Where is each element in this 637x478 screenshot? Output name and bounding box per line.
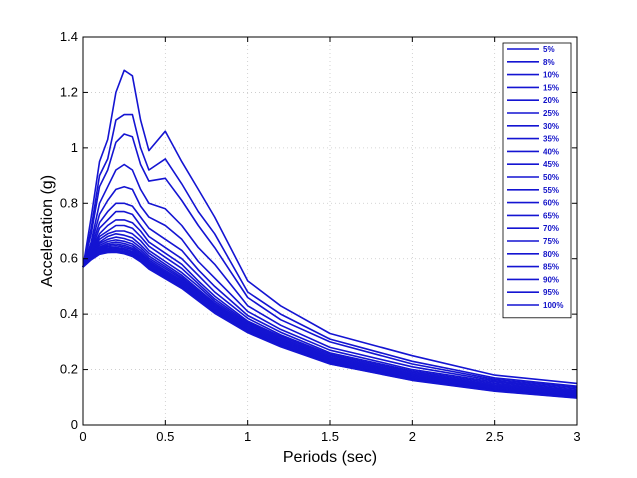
series-line-9: [82, 230, 578, 395]
legend-entry: 80%: [543, 250, 559, 259]
y-tick-label: 1.4: [60, 29, 78, 44]
x-tick-label: 0: [79, 429, 86, 444]
y-tick-label: 0: [71, 417, 78, 432]
legend-entry: 40%: [543, 147, 559, 156]
y-tick-label: 0.8: [60, 195, 78, 210]
legend-entry: 35%: [543, 135, 559, 144]
series-line-20: [82, 251, 578, 399]
x-tick-label: 0.5: [156, 429, 174, 444]
x-tick-label: 3: [573, 429, 580, 444]
y-axis-label: Acceleration (g): [39, 175, 56, 287]
series-line-1: [82, 113, 578, 387]
series-line-7: [82, 219, 578, 394]
legend-entry: 30%: [543, 122, 559, 131]
legend-entry: 5%: [543, 45, 555, 54]
series-line-6: [82, 210, 578, 394]
legend-entry: 20%: [543, 96, 559, 105]
legend-entry: 55%: [543, 186, 559, 195]
y-tick-label: 1: [71, 140, 78, 155]
x-tick-label: 2.5: [486, 429, 504, 444]
series-line-5: [82, 202, 578, 393]
legend-entry: 25%: [543, 109, 559, 118]
legend-entry: 15%: [543, 83, 559, 92]
legend-entry: 90%: [543, 275, 559, 284]
x-tick-label: 2: [409, 429, 416, 444]
x-axis-label: Periods (sec): [283, 449, 377, 466]
legend-entry: 60%: [543, 199, 559, 208]
legend-entry: 65%: [543, 211, 559, 220]
legend-entry: 70%: [543, 224, 559, 233]
series-line-3: [82, 163, 578, 390]
series-line-4: [82, 185, 578, 392]
y-tick-label: 0.6: [60, 251, 78, 266]
series-line-0: [82, 69, 578, 385]
legend-entry: 45%: [543, 160, 559, 169]
legend-entry: 8%: [543, 58, 555, 67]
legend-entry: 85%: [543, 263, 559, 272]
series-lines: [82, 69, 578, 399]
x-tick-label: 1: [244, 429, 251, 444]
legend-entry: 75%: [543, 237, 559, 246]
axis-ticks: 0 0.5 1 1.5 2 2.5 3 0 0.2 0.4 0.6 0.8 1 1.2 1.4: [60, 29, 581, 444]
y-tick-label: 0.4: [60, 306, 78, 321]
legend: 5% 8% 10% 15% 20% 25% 30% 35% 40% 45% 50% 55% 60% 65%…: [502, 42, 572, 319]
y-tick-label: 0.2: [60, 362, 78, 377]
x-tick-label: 1.5: [321, 429, 339, 444]
legend-box: [502, 42, 572, 319]
legend-entry: 50%: [543, 173, 559, 182]
legend-entry: 95%: [543, 288, 559, 297]
y-tick-label: 1.2: [60, 84, 78, 99]
series-line-2: [82, 133, 578, 389]
legend-entry: 10%: [543, 71, 559, 80]
legend-entry: 100%: [543, 301, 563, 310]
